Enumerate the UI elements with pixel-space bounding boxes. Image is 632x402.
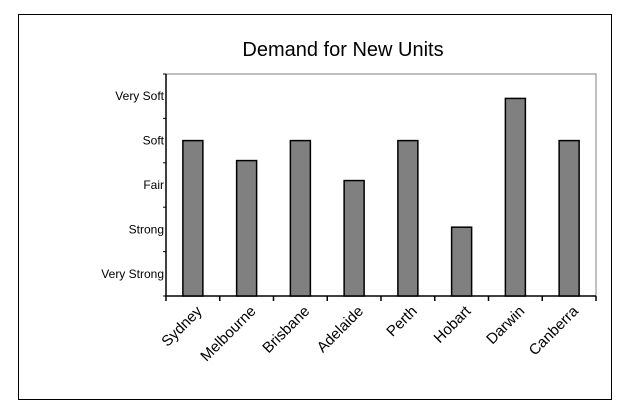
- bar-hobart: [450, 226, 473, 297]
- bar-melbourne: [235, 159, 258, 297]
- y-tick-label: Strong: [129, 222, 164, 236]
- x-tick-label: Canberra: [526, 302, 583, 359]
- bars: [182, 97, 580, 297]
- bar-perth: [397, 139, 419, 297]
- x-tick-label: Brisbane: [259, 303, 313, 357]
- plot-area-border: [165, 73, 597, 297]
- y-axis: Very Strong Strong Fair Soft Very Soft: [101, 73, 167, 297]
- chart-title: Demand for New Units: [242, 39, 443, 61]
- x-tick-label: Melbourne: [197, 303, 259, 365]
- bar-sydney: [182, 139, 204, 297]
- bar-darwin: [504, 97, 527, 297]
- x-tick-label: Adelaide: [314, 303, 367, 356]
- x-tick-label: Darwin: [483, 303, 528, 348]
- y-tick-label: Fair: [143, 178, 164, 192]
- y-tick-label: Very Soft: [115, 89, 164, 103]
- bar-canberra: [558, 139, 580, 297]
- y-tick-label: Soft: [143, 134, 165, 148]
- bar-brisbane: [289, 139, 312, 297]
- x-tick-label: Sydney: [158, 302, 206, 350]
- y-tick-label: Very Strong: [101, 267, 164, 281]
- bar-adelaide: [343, 179, 365, 297]
- x-tick-label: Perth: [383, 303, 420, 340]
- x-tick-label: Hobart: [431, 302, 475, 346]
